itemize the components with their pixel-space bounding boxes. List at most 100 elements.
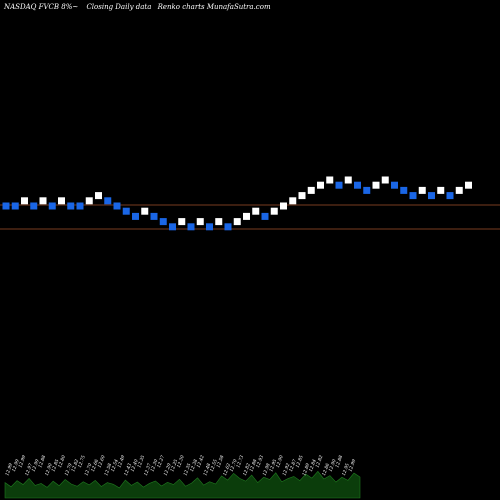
renko-brick-up [85,197,93,205]
renko-brick-down [428,192,435,200]
price-label: 12.90 [275,454,285,468]
renko-brick-up [307,186,315,194]
price-label: 12.73 [235,454,245,468]
price-label: 12.99 [31,458,41,472]
price-label: 12.37 [143,462,153,476]
renko-brick-down [150,212,158,220]
renko-brick-up [95,192,102,200]
price-label: 12.90 [44,462,54,476]
renko-brick-up [58,197,65,205]
renko-brick-down [2,202,10,210]
price-label: 12.60 [97,454,107,468]
renko-brick-up [270,207,278,215]
price-label: 12.30 [176,454,186,468]
renko-brick-down [76,202,84,210]
renko-brick-down [30,202,38,210]
renko-brick-up [141,207,149,215]
header-symbol: NASDAQ FVCB 8%~ [3,3,78,11]
renko-brick-down [261,212,269,220]
price-label: 12.95 [268,458,278,472]
renko-brick-up [21,197,28,205]
price-label: 12.42 [196,454,206,468]
price-label: 12.84 [308,458,318,472]
price-label: 12.40 [130,458,140,472]
renko-brick-down [113,202,121,210]
price-label: 12.58 [215,454,225,468]
volume-series [4,470,361,499]
price-label: 12.93 [255,454,265,468]
renko-brick-down [206,223,213,231]
renko-brick-up [289,197,297,205]
price-label: 12.70 [83,462,93,476]
price-label: 12.75 [77,454,87,468]
price-label: 12.99 [4,462,14,476]
renko-brick-up [243,212,250,220]
price-label: 12.43 [123,462,133,476]
header-source: Renko charts MunafaSutra.com [157,3,271,11]
price-label: 12.25 [169,458,179,472]
price-label: 12.97 [24,462,34,476]
renko-brick-up [437,186,445,194]
renko-brick-down [159,218,167,226]
renko-brick-up [317,181,324,189]
price-label: 12.35 [136,454,146,468]
renko-brick-up [381,176,389,184]
renko-brick-up [465,181,472,189]
price-label: 12.88 [37,454,47,468]
renko-brick-up [280,202,287,210]
renko-brick-down [122,207,130,215]
renko-brick-up [298,192,306,200]
renko-brick-up [233,218,241,226]
renko-brick-up [455,186,463,194]
price-label: 12.82 [242,462,252,476]
price-label: 12.99 [11,458,21,472]
renko-brick-down [391,181,398,189]
price-label: 12.90 [328,458,338,472]
price-label: 12.79 [64,462,74,476]
price-label: 12.95 [341,462,351,476]
volume-area [4,470,361,499]
price-label: 12.87 [288,458,298,472]
price-label: 12.55 [209,458,219,472]
renko-bricks [2,176,472,231]
renko-brick-down [169,223,176,231]
price-label: 12.30 [149,458,159,472]
price-label: 12.99 [17,454,27,468]
price-label: 12.66 [90,458,100,472]
renko-brick-up [196,218,204,226]
price-label: 12.85 [295,454,305,468]
price-label: 12.98 [262,462,272,476]
price-label: 12.70 [229,458,239,472]
price-label: 12.88 [248,458,258,472]
renko-brick-down [11,202,19,210]
renko-brick-down [132,212,139,220]
renko-brick-up [344,176,352,184]
price-label: 12.92 [281,462,291,476]
price-label: 12.89 [301,462,311,476]
price-label: 12.38 [189,458,199,472]
price-label: 12.58 [103,462,113,476]
renko-brick-down [48,202,56,210]
renko-brick-up [178,218,186,226]
renko-brick-up [252,207,260,215]
price-label: 12.62 [222,462,232,476]
price-label: 12.85 [50,458,60,472]
price-label: 12.35 [182,462,192,476]
renko-brick-down [354,181,361,189]
price-label: 12.86 [321,462,331,476]
renko-brick-down [187,223,195,231]
price-label: 12.29 [163,462,173,476]
price-label: 12.88 [334,454,344,468]
renko-brick-down [224,223,232,231]
renko-brick-down [363,186,371,194]
renko-brick-up [418,186,426,194]
renko-brick-up [326,176,334,184]
price-label: 12.80 [57,454,67,468]
renko-brick-up [372,181,380,189]
price-label: 12.27 [156,454,166,468]
renko-brick-down [67,202,75,210]
renko-brick-down [104,197,112,205]
chart-header: NASDAQ FVCB 8%~ Closing Daily data Renko… [3,3,271,11]
